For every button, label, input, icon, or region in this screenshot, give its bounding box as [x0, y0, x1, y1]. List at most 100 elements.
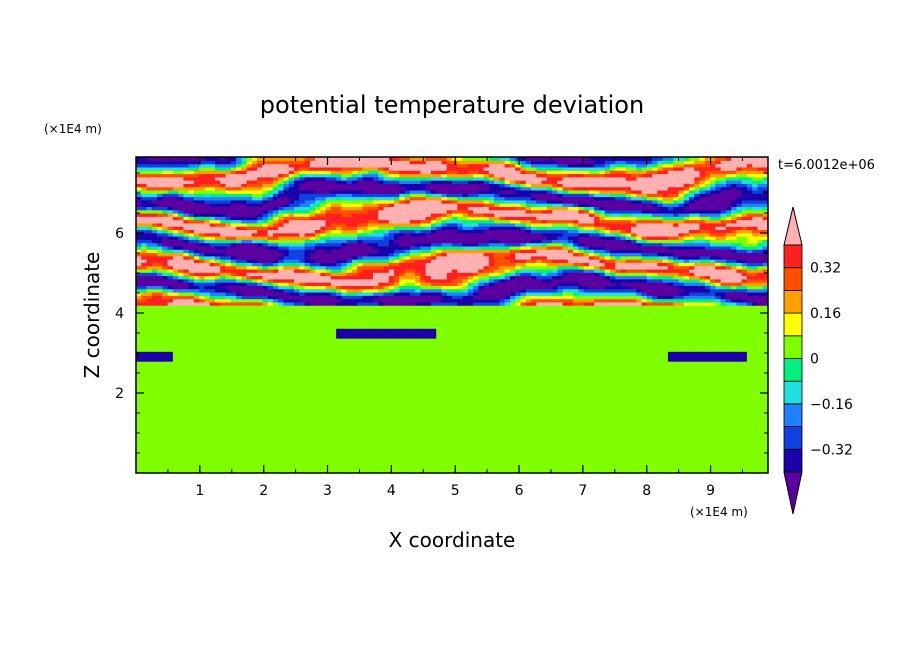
- field-cell: [457, 403, 464, 408]
- field-cell: [478, 370, 485, 375]
- field-cell: [657, 446, 664, 451]
- field-cell: [588, 370, 595, 375]
- field-cell: [478, 410, 485, 415]
- field-cell: [594, 394, 601, 398]
- field-cell: [204, 367, 211, 372]
- field-cell: [699, 338, 706, 342]
- field-cell: [436, 387, 443, 392]
- field-cell: [620, 364, 627, 369]
- field-cell: [425, 417, 432, 421]
- field-cell: [657, 413, 664, 418]
- field-cell: [499, 410, 506, 415]
- field-cell: [625, 347, 632, 352]
- field-cell: [188, 394, 195, 398]
- field-cell: [373, 413, 379, 418]
- field-cell: [294, 443, 300, 448]
- field-cell: [457, 374, 464, 379]
- field-cell: [357, 463, 364, 468]
- field-cell: [641, 361, 648, 365]
- field-cell: [283, 357, 290, 362]
- field-cell: [494, 387, 500, 392]
- field-cell: [283, 459, 290, 464]
- field-cell: [557, 453, 564, 458]
- field-cell: [504, 354, 511, 359]
- field-cell: [193, 357, 200, 362]
- field-cell: [162, 367, 169, 372]
- field-cell: [725, 436, 732, 441]
- field-cell: [409, 469, 416, 473]
- field-cell: [267, 341, 274, 346]
- field-cell: [536, 344, 543, 349]
- field-cell: [646, 403, 653, 408]
- field-cell: [325, 341, 332, 346]
- field-cell: [683, 338, 690, 342]
- field-cell: [731, 370, 737, 375]
- field-cell: [499, 440, 506, 444]
- field-cell: [694, 463, 701, 468]
- field-cell: [383, 390, 390, 395]
- field-cell: [552, 443, 558, 448]
- field-cell: [151, 446, 158, 451]
- field-cell: [736, 351, 743, 356]
- field-cell: [378, 357, 385, 362]
- field-cell: [667, 403, 674, 408]
- field-cell: [594, 374, 601, 379]
- field-cell: [262, 420, 269, 425]
- field-cell: [741, 370, 748, 375]
- field-cell: [515, 390, 522, 395]
- field-cell: [241, 397, 248, 402]
- field-cell: [346, 440, 353, 444]
- field-cell: [357, 443, 364, 448]
- field-cell: [373, 440, 379, 444]
- field-cell: [673, 380, 680, 385]
- field-cell: [367, 370, 374, 375]
- field-cell: [509, 446, 516, 451]
- field-cell: [715, 456, 722, 461]
- field-cell: [652, 417, 658, 421]
- field-cell: [588, 341, 595, 346]
- field-cell: [599, 449, 606, 454]
- field-cell: [720, 377, 727, 382]
- field-cell: [193, 413, 200, 418]
- field-cell: [720, 407, 727, 412]
- field-cell: [178, 443, 184, 448]
- field-cell: [241, 387, 248, 392]
- field-cell: [283, 390, 290, 395]
- field-cell: [325, 344, 332, 349]
- field-cell: [546, 384, 553, 389]
- field-cell: [678, 387, 685, 392]
- field-cell: [257, 436, 263, 441]
- field-cell: [746, 433, 753, 438]
- field-cell: [399, 466, 406, 471]
- field-cell: [515, 440, 522, 444]
- field-cell: [520, 334, 527, 339]
- field-cell: [404, 426, 411, 431]
- field-cell: [620, 387, 627, 392]
- field-cell: [525, 420, 532, 425]
- field-cell: [178, 397, 184, 402]
- field-cell: [367, 466, 374, 471]
- field-cell: [246, 374, 253, 379]
- field-cell: [188, 403, 195, 408]
- field-cell: [536, 436, 543, 441]
- field-cell: [673, 436, 680, 441]
- field-cell: [594, 351, 601, 356]
- field-cell: [573, 443, 579, 448]
- field-cell: [304, 417, 311, 421]
- field-cell: [436, 400, 443, 405]
- field-cell: [409, 374, 416, 379]
- field-cell: [404, 423, 411, 428]
- field-cell: [341, 357, 348, 362]
- field-cell: [657, 420, 664, 425]
- field-cell: [704, 407, 711, 412]
- field-cell: [394, 443, 400, 448]
- contour-field: [136, 157, 768, 473]
- field-cell: [330, 400, 337, 405]
- field-cell: [288, 449, 295, 454]
- field-cell: [193, 466, 200, 471]
- field-cell: [225, 459, 232, 464]
- field-cell: [741, 440, 748, 444]
- field-cell: [146, 380, 153, 385]
- field-cell: [351, 357, 358, 362]
- field-cell: [646, 443, 653, 448]
